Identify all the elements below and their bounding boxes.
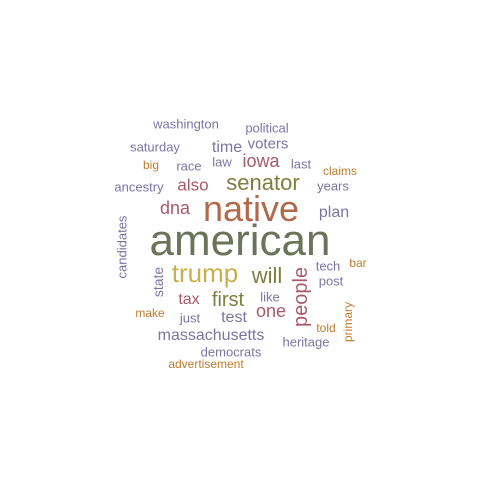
word-washington: washington [153,116,219,132]
word-native: native [202,188,300,229]
word-candidates: candidates [114,215,130,279]
word-make: make [135,306,165,320]
word-voters: voters [247,135,289,153]
word-told: told [316,321,336,335]
word-tax: tax [178,291,200,308]
word-will: will [251,263,283,288]
word-first: first [211,289,245,311]
word-political: political [245,120,289,136]
word-post: post [318,273,344,289]
word-american: american [149,216,331,265]
word-test: test [221,309,247,326]
word-claims: claims [322,164,358,178]
word-trump: trump [171,258,239,288]
word-iowa: iowa [242,151,280,171]
word-also: also [177,175,209,195]
word-massachusetts: massachusetts [157,327,265,344]
word-one: one [255,301,287,321]
word-heritage: heritage [282,334,330,350]
word-bar: bar [349,256,367,270]
word-years: years [317,178,349,194]
word-last: last [290,156,312,172]
word-plan: plan [318,204,350,221]
word-big: big [142,158,160,172]
word-democrats: democrats [200,344,262,360]
word-time: time [211,139,243,156]
word-race: race [176,158,202,174]
word-state: state [150,266,166,298]
word-tech: tech [315,258,341,274]
word-advertisement: advertisement [168,357,244,371]
word-saturday: saturday [130,139,180,155]
word-dna: dna [159,198,191,218]
word-just: just [179,310,201,326]
word-people: people [290,266,312,328]
word-senator: senator [226,170,300,195]
word-law: law [212,154,232,170]
word-ancestry: ancestry [114,179,164,195]
word-primary: primary [341,301,355,343]
word-like: like [260,289,280,305]
